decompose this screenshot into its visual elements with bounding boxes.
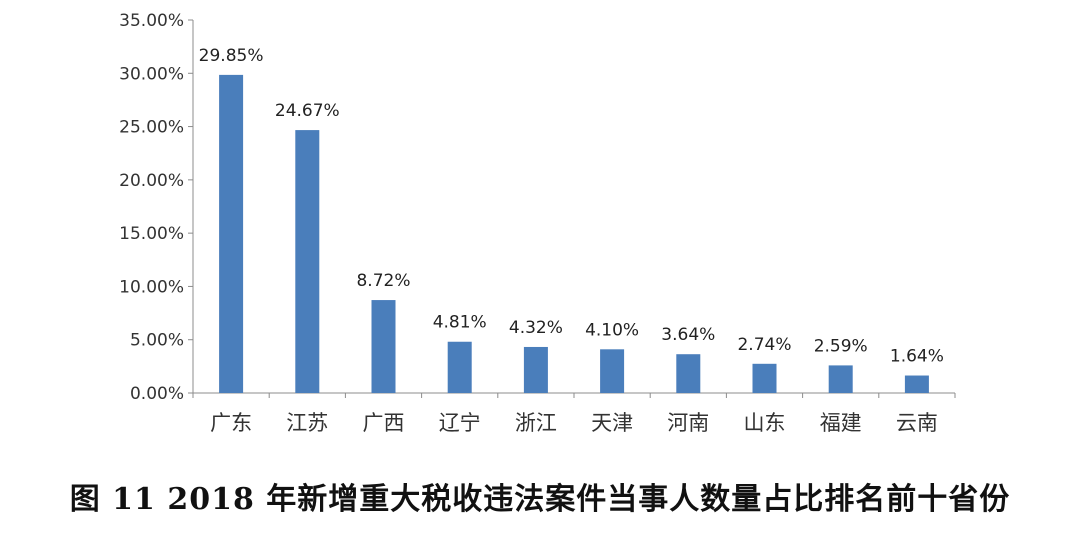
- y-tick-label: 0.00%: [130, 384, 184, 404]
- bar: [904, 375, 929, 393]
- data-label: 3.64%: [661, 325, 715, 345]
- data-label: 1.64%: [890, 347, 944, 367]
- bar: [600, 349, 625, 393]
- bar: [828, 365, 853, 393]
- y-tick-label: 25.00%: [119, 118, 184, 138]
- category-label: 浙江: [515, 411, 557, 435]
- data-label: 4.81%: [433, 313, 487, 333]
- category-label: 辽宁: [439, 411, 481, 435]
- data-labels: 29.85% 24.67% 8.72% 4.81% 4.32% 4.10% 3.64% 2.7…: [199, 46, 944, 367]
- category-label: 云南: [896, 411, 938, 435]
- y-tick-label: 30.00%: [119, 64, 184, 84]
- y-tick-label: 35.00%: [119, 11, 184, 31]
- y-axis: 0.00% 5.00% 10.00% 15.00% 20.00% 25.00% 30.00%…: [119, 11, 194, 404]
- bar: [295, 130, 320, 393]
- category-label: 福建: [820, 411, 862, 435]
- bar: [523, 346, 548, 393]
- bars: [219, 74, 929, 394]
- y-tick-label: 10.00%: [119, 277, 184, 297]
- bar-chart: 0.00% 5.00% 10.00% 15.00% 20.00% 25.00% 30.00%…: [119, 11, 956, 435]
- x-axis: [192, 392, 956, 398]
- data-label: 2.74%: [737, 335, 791, 355]
- category-label: 天津: [591, 411, 633, 435]
- bar: [676, 354, 701, 393]
- category-label: 河南: [667, 411, 709, 435]
- category-label: 山东: [744, 411, 786, 435]
- bar: [447, 341, 472, 393]
- y-tick-label: 15.00%: [119, 224, 184, 244]
- category-label: 江苏: [286, 411, 328, 435]
- bar: [219, 74, 244, 394]
- data-label: 4.32%: [509, 318, 563, 338]
- bar: [752, 363, 777, 393]
- category-label: 广东: [210, 411, 252, 435]
- category-label: 广西: [363, 411, 405, 435]
- y-tick-label: 20.00%: [119, 171, 184, 191]
- data-label: 2.59%: [814, 336, 868, 356]
- data-label: 8.72%: [356, 271, 410, 291]
- data-label: 29.85%: [199, 46, 264, 66]
- data-label: 4.10%: [585, 320, 639, 340]
- figure-caption: 图 11 2018 年新增重大税收违法案件当事人数量占比排名前十省份: [69, 482, 1011, 517]
- data-label: 24.67%: [275, 101, 340, 121]
- category-labels: 广东 江苏 广西 辽宁 浙江 天津 河南 山东 福建 云南: [210, 411, 938, 435]
- bar: [371, 300, 396, 393]
- y-tick-label: 5.00%: [130, 331, 184, 351]
